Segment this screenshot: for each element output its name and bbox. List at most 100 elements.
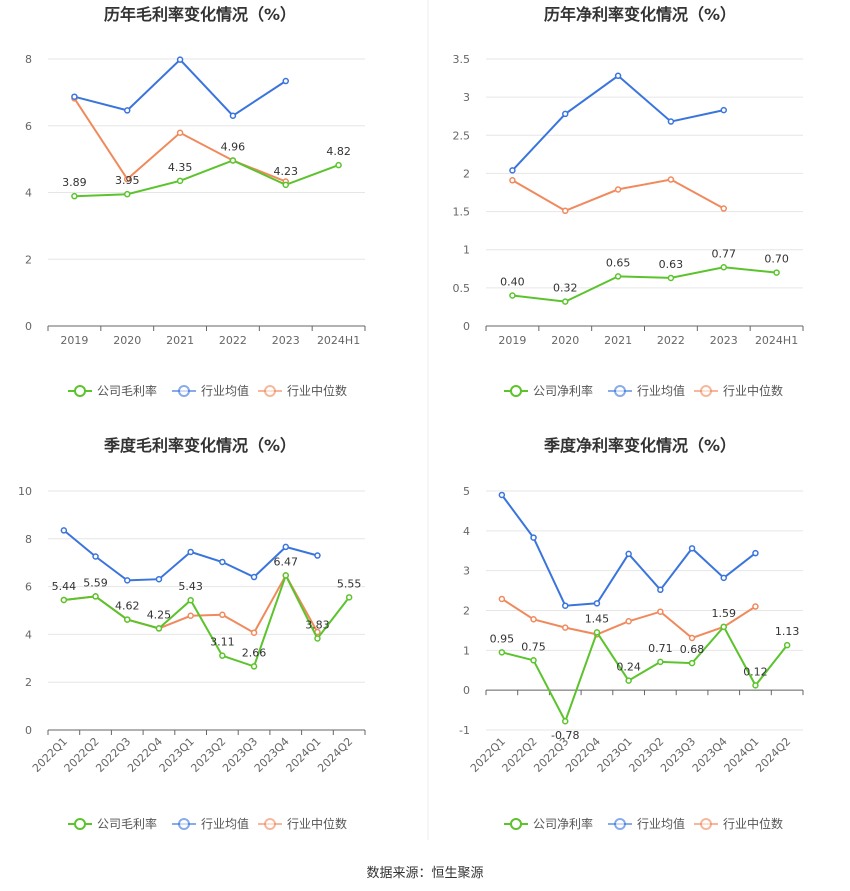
data-point-median[interactable]: [667, 176, 675, 183]
data-point-company[interactable]: [783, 641, 791, 649]
data-point-avg[interactable]: [614, 72, 622, 80]
data-label: 0.70: [764, 253, 789, 266]
legend-marker: [74, 385, 86, 397]
data-point-company[interactable]: [562, 717, 569, 725]
data-point-avg[interactable]: [562, 602, 569, 609]
data-point-company[interactable]: [314, 635, 321, 642]
data-point-avg[interactable]: [657, 586, 664, 594]
legend-item-avg[interactable]: 行业均值: [172, 383, 249, 398]
data-label: 3.95: [115, 174, 140, 187]
data-point-company[interactable]: [250, 663, 258, 670]
data-point-median[interactable]: [562, 624, 569, 631]
data-point-median[interactable]: [498, 595, 506, 603]
data-point-company[interactable]: [720, 264, 727, 271]
data-point-median[interactable]: [614, 186, 622, 193]
data-point-median[interactable]: [124, 175, 131, 183]
data-point-avg[interactable]: [250, 573, 258, 581]
data-point-company[interactable]: [593, 629, 601, 636]
data-point-company[interactable]: [219, 652, 226, 659]
data-point-company[interactable]: [124, 616, 131, 623]
data-point-median[interactable]: [720, 205, 727, 212]
data-point-avg[interactable]: [509, 167, 516, 174]
data-point-company[interactable]: [688, 659, 696, 667]
data-point-avg[interactable]: [562, 110, 569, 118]
data-point-avg[interactable]: [593, 600, 601, 607]
legend-item-avg[interactable]: 行业均值: [608, 383, 685, 398]
data-point-avg[interactable]: [71, 93, 78, 100]
data-point-company[interactable]: [229, 157, 237, 164]
data-point-company[interactable]: [282, 572, 289, 579]
data-point-company[interactable]: [752, 682, 759, 689]
data-point-company[interactable]: [562, 298, 569, 305]
data-point-company[interactable]: [773, 269, 780, 276]
data-point-median[interactable]: [219, 611, 226, 619]
legend-item-company[interactable]: 公司毛利率: [68, 816, 157, 831]
data-point-avg[interactable]: [720, 574, 727, 582]
data-point-avg[interactable]: [60, 527, 68, 534]
legend-item-avg[interactable]: 行业均值: [608, 816, 685, 831]
data-point-avg[interactable]: [187, 548, 194, 556]
data-label: 0.12: [743, 665, 768, 678]
data-point-company[interactable]: [614, 273, 622, 280]
data-point-avg[interactable]: [124, 577, 131, 584]
data-point-avg[interactable]: [688, 545, 696, 552]
data-label: 1.45: [585, 612, 610, 625]
data-point-company[interactable]: [60, 596, 68, 604]
data-point-avg[interactable]: [314, 552, 321, 559]
data-point-median[interactable]: [625, 618, 632, 625]
data-point-avg[interactable]: [667, 118, 675, 125]
data-point-median[interactable]: [688, 634, 696, 642]
data-point-avg[interactable]: [498, 491, 506, 499]
data-point-avg[interactable]: [155, 575, 163, 583]
data-point-avg[interactable]: [229, 112, 237, 119]
data-point-avg[interactable]: [625, 550, 632, 558]
data-point-company[interactable]: [155, 625, 163, 632]
data-point-median[interactable]: [509, 177, 516, 184]
data-point-company[interactable]: [92, 593, 99, 600]
data-point-company[interactable]: [498, 649, 506, 656]
legend-item-median[interactable]: 行业中位数: [694, 816, 783, 831]
legend-label: 行业中位数: [723, 816, 783, 831]
data-point-company[interactable]: [657, 658, 664, 666]
data-point-avg[interactable]: [282, 77, 289, 85]
data-point-median[interactable]: [657, 608, 664, 615]
data-point-median[interactable]: [176, 129, 184, 137]
x-tick-label: 2022: [657, 334, 685, 347]
data-point-company[interactable]: [124, 190, 131, 198]
data-point-company[interactable]: [345, 594, 353, 601]
data-point-company[interactable]: [282, 181, 289, 189]
legend-item-median[interactable]: 行业中位数: [258, 383, 347, 398]
data-point-avg[interactable]: [720, 106, 727, 114]
data-point-avg[interactable]: [92, 553, 99, 560]
legend-item-median[interactable]: 行业中位数: [258, 816, 347, 831]
data-point-avg[interactable]: [124, 107, 131, 114]
data-point-company[interactable]: [509, 292, 516, 299]
legend-marker: [178, 385, 190, 397]
data-point-avg[interactable]: [219, 558, 226, 566]
data-point-company[interactable]: [335, 161, 342, 169]
data-point-company[interactable]: [187, 596, 194, 604]
data-point-median[interactable]: [752, 603, 759, 610]
legend-item-avg[interactable]: 行业均值: [172, 816, 249, 831]
data-point-company[interactable]: [720, 623, 727, 631]
data-point-median[interactable]: [562, 207, 569, 215]
data-point-company[interactable]: [176, 177, 184, 185]
data-point-avg[interactable]: [530, 534, 537, 541]
data-point-median[interactable]: [187, 612, 194, 620]
legend-item-median[interactable]: 行业中位数: [694, 383, 783, 398]
data-point-company[interactable]: [625, 677, 632, 684]
data-point-company[interactable]: [530, 657, 537, 664]
x-tick-label: 2019: [60, 334, 88, 347]
legend-item-company[interactable]: 公司净利率: [504, 816, 593, 831]
data-point-company[interactable]: [71, 192, 78, 200]
data-point-avg[interactable]: [752, 549, 759, 557]
y-tick-label: 3: [463, 91, 470, 104]
legend-item-company[interactable]: 公司净利率: [504, 383, 593, 398]
data-point-company[interactable]: [667, 274, 675, 282]
data-label: 0.75: [521, 640, 546, 653]
data-point-median[interactable]: [530, 616, 537, 623]
data-point-avg[interactable]: [176, 56, 184, 63]
data-point-avg[interactable]: [282, 543, 289, 551]
legend-item-company[interactable]: 公司毛利率: [68, 383, 157, 398]
data-point-median[interactable]: [250, 629, 258, 636]
